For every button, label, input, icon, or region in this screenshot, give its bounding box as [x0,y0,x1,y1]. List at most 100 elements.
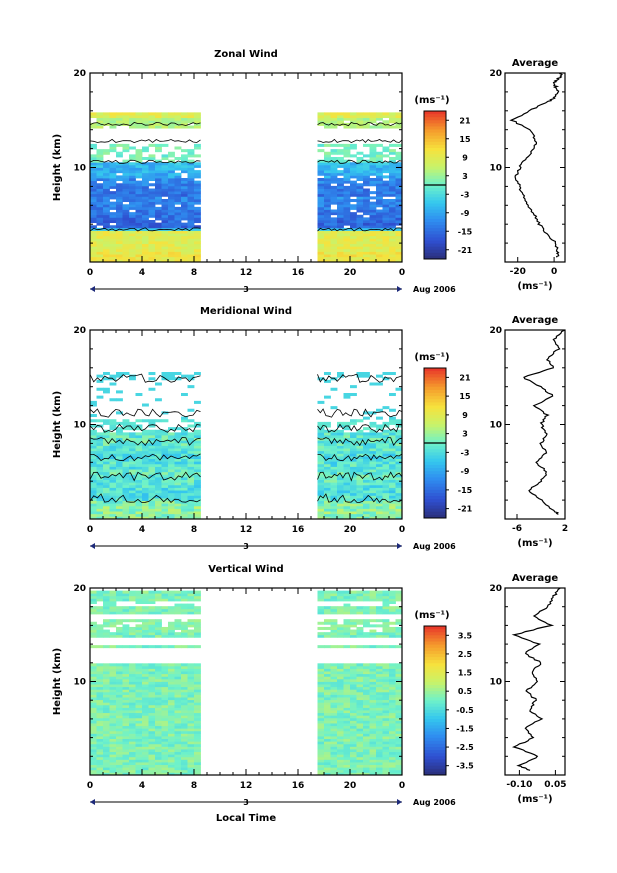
heatmap-cell [382,691,390,695]
heatmap-cell [382,606,390,610]
colorbar-tick-label: -3 [461,448,470,457]
heatmap-cell [369,251,377,255]
heatmap-cell [389,712,396,716]
heatmap-cell [122,466,130,470]
heatmap-cell [155,632,162,636]
heatmap-cell [350,595,357,599]
heatmap-cell [317,769,325,773]
heatmap-cell [135,477,143,481]
heatmap-cell [122,117,130,121]
heatmap-cell [363,513,370,517]
heatmap-cell [122,474,130,478]
heatmap-cell [181,115,188,119]
profile-x-label: (ms⁻¹) [517,794,552,805]
heatmap-cell [356,712,364,716]
heatmap-cell [155,183,162,187]
heatmap-cell [181,259,188,263]
heatmap-cell [369,671,377,675]
heatmap-cell [161,477,169,481]
heatmap-cell [90,115,97,119]
heatmap-cell [376,230,383,234]
heatmap-cell [343,199,351,203]
heatmap-cell [122,681,130,685]
heatmap-cell [356,458,364,462]
heatmap-cell [363,624,370,628]
heatmap-cell [382,595,390,599]
colorbar-swatch [424,660,446,664]
colorbar-tick-label: 21 [459,373,471,382]
heatmap-cell [103,256,110,260]
heatmap-cell [174,466,182,470]
heatmap-cell [90,154,97,158]
heatmap-cell [116,593,123,597]
heatmap-cell [155,243,162,247]
heatmap-cell [168,201,175,205]
heatmap-cell [324,167,331,171]
heatmap-cell [90,681,97,685]
heatmap-cell [109,474,117,478]
heatmap-cell [96,466,104,470]
heatmap-cell [337,720,344,724]
heatmap-cell [96,712,104,716]
heatmap-cell [376,212,383,216]
heatmap-cell [103,377,110,381]
heatmap-cell [122,188,130,192]
colorbar-tick-label: -2.5 [456,743,474,752]
heatmap-cell [350,235,357,239]
heatmap-cell [135,712,143,716]
heatmap-cell [337,516,344,520]
heatmap-cell [96,259,104,263]
heatmap-cell [181,686,188,690]
heatmap-cell [389,503,396,507]
heatmap-cell [135,199,143,203]
heatmap-cell [395,432,403,436]
heatmap-cell [194,505,201,509]
heatmap-cell [122,120,130,124]
heatmap-cell [116,608,123,612]
heatmap-cell [389,733,396,737]
heatmap-cell [317,193,325,197]
heatmap-cell [395,673,403,677]
heatmap-cell [395,746,403,750]
heatmap-cell [155,717,162,721]
heatmap-cell [395,143,403,147]
heatmap-cell [129,233,136,237]
heatmap-cell [187,458,195,462]
heatmap-cell [174,183,182,187]
heatmap-cell [181,393,188,397]
heatmap-cell [142,694,149,698]
heatmap-cell [168,707,175,711]
heatmap-cell [330,159,338,163]
heatmap-cell [135,167,143,171]
heatmap-cell [330,756,338,760]
heatmap-cell [187,471,195,475]
heatmap-cell [330,180,338,184]
heatmap-cell [324,743,331,747]
heatmap-cell [168,715,175,719]
contour-line [89,227,201,232]
heatmap-cell [343,769,351,773]
heatmap-cell [129,720,136,724]
heatmap-cell [187,671,195,675]
heatmap-cell [161,681,169,685]
heatmap-cell [174,432,182,436]
heatmap-cell [324,188,331,192]
heatmap-cell [109,259,117,263]
heatmap-cell [148,621,156,625]
heatmap-cell [356,707,364,711]
heatmap-cell [155,712,162,716]
heatmap-cell [187,199,195,203]
colorbar-swatch [424,480,446,485]
heatmap-cell [96,241,104,245]
heatmap-cell [96,188,104,192]
heatmap-cell [155,728,162,732]
colorbar-swatch [424,672,446,677]
heatmap-cell [317,400,325,404]
heatmap-cell [343,725,351,729]
colorbar-tick-label: 21 [459,116,471,125]
heatmap-cell [376,458,383,462]
heatmap-cell [161,185,169,189]
heatmap-cell [356,214,364,218]
heatmap-cell [142,450,149,454]
